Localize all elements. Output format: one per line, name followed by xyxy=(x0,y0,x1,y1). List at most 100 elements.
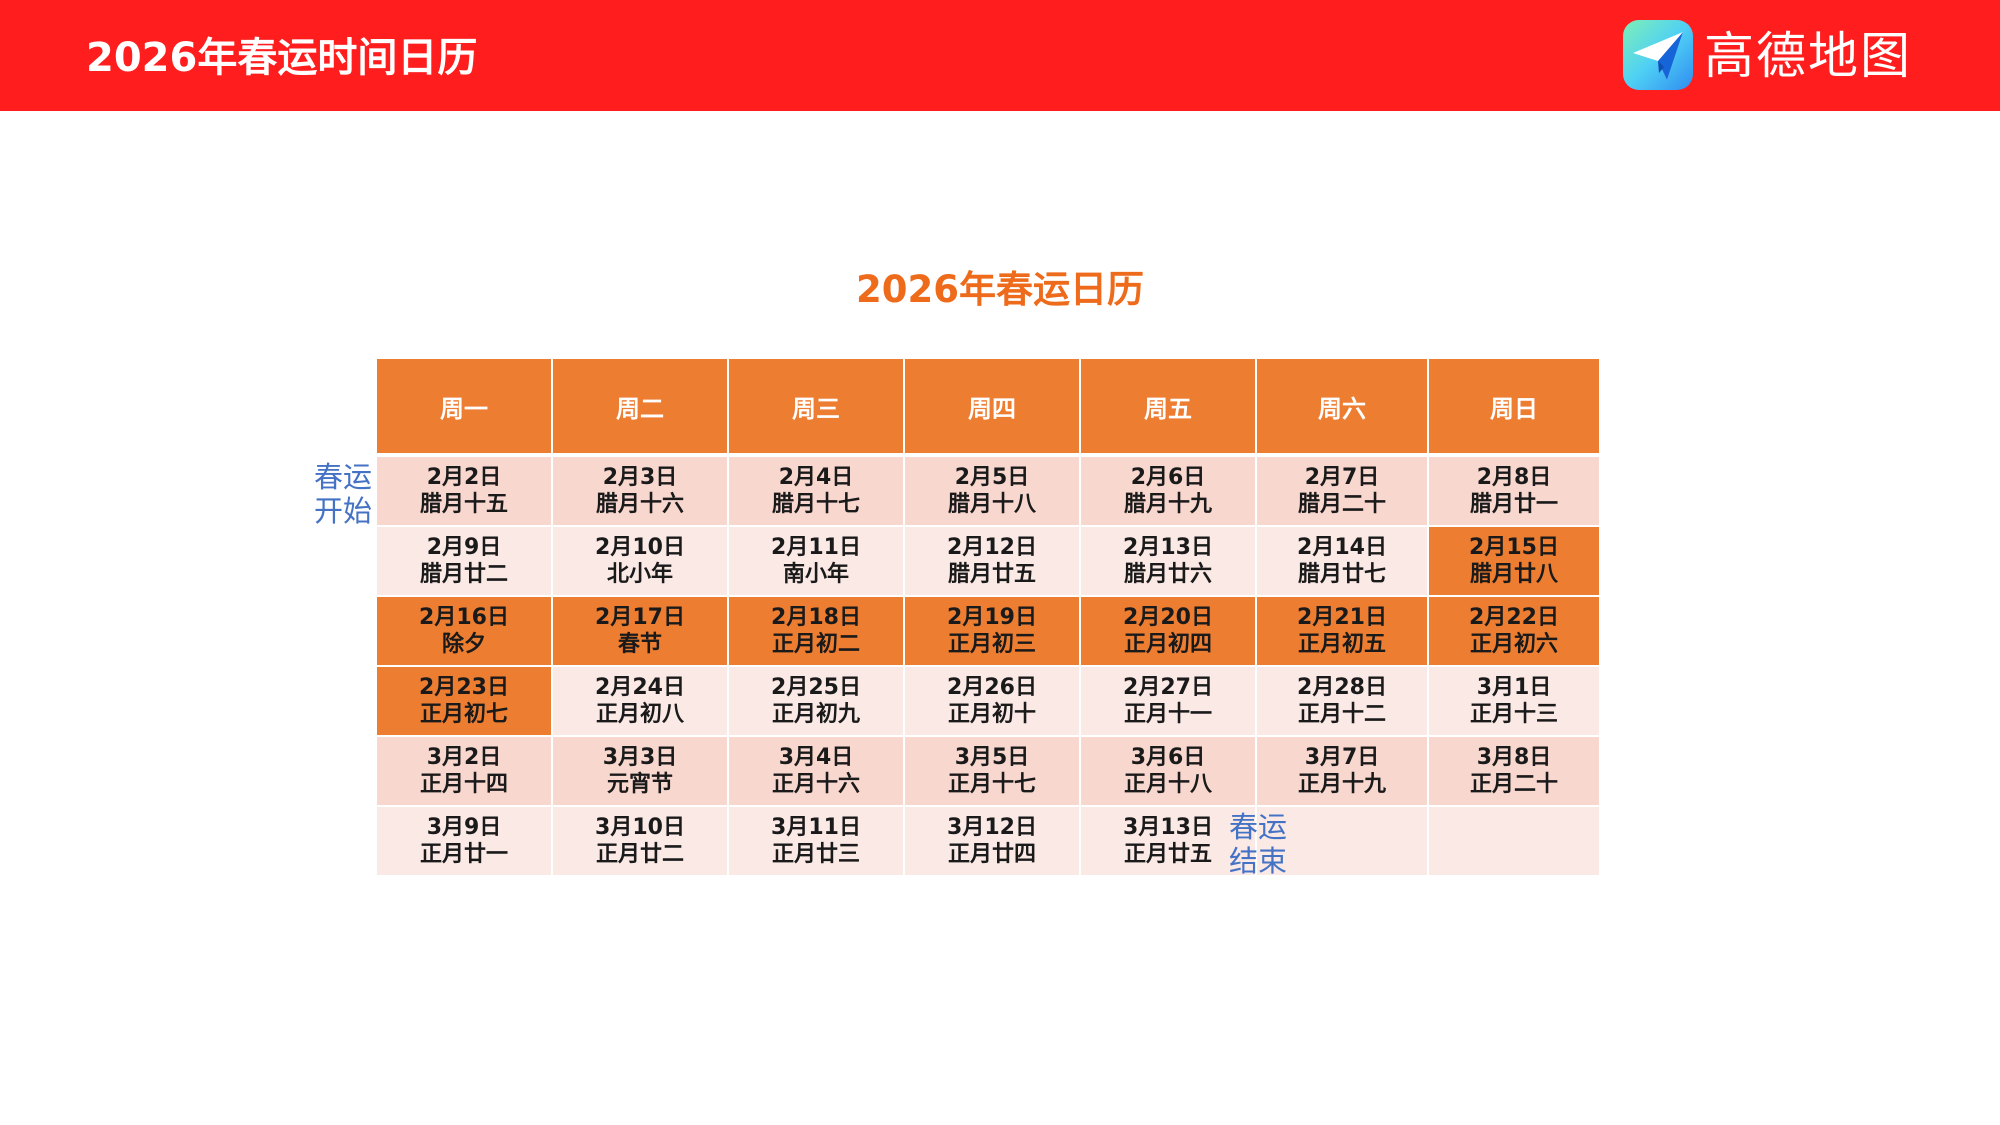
weekday-header-cell: 周五 xyxy=(1081,359,1255,453)
weekday-header-cell: 周一 xyxy=(377,359,551,453)
day-lunar-date: 腊月廿二 xyxy=(419,562,508,587)
day-date: 2月12日 xyxy=(947,535,1037,560)
calendar-week-row: 2月23日 正月初七 2月24日 正月初八 2月25日 正月初九 2月26日 正月初十 2月27… xyxy=(377,667,1599,735)
day-lunar-date: 腊月十八 xyxy=(947,492,1036,517)
day-lunar-date: 正月廿二 xyxy=(595,842,684,867)
calendar-day-cell: 2月20日 正月初四 xyxy=(1081,597,1255,665)
calendar-day-cell: 2月7日 腊月二十 xyxy=(1257,457,1427,525)
day-lunar-date: 腊月廿六 xyxy=(1123,562,1212,587)
day-date: 3月10日 xyxy=(595,815,685,840)
day-lunar-date: 腊月十六 xyxy=(595,492,684,517)
calendar-day-cell xyxy=(1429,807,1599,875)
day-lunar-date: 正月初二 xyxy=(771,632,860,657)
day-date: 3月4日 xyxy=(778,745,854,770)
calendar-day-cell: 3月7日 正月十九 xyxy=(1257,737,1427,805)
calendar-day-cell: 2月25日 正月初九 xyxy=(729,667,903,735)
start-note-line-2: 开始 xyxy=(314,494,373,528)
day-date: 2月23日 xyxy=(419,675,509,700)
day-date: 3月6日 xyxy=(1130,745,1206,770)
day-lunar-date: 元宵节 xyxy=(606,772,673,797)
calendar-week-row: 2月2日 腊月十五 2月3日 腊月十六 2月4日 腊月十七 2月5日 腊月十八 2月6日 腊月十九… xyxy=(377,457,1599,525)
calendar-day-cell: 2月8日 腊月廿一 xyxy=(1429,457,1599,525)
day-date: 2月3日 xyxy=(602,465,678,490)
start-note-line-1: 春运 xyxy=(314,460,373,494)
calendar-day-cell: 3月11日 正月廿三 xyxy=(729,807,903,875)
calendar-day-cell: 2月4日 腊月十七 xyxy=(729,457,903,525)
day-date: 2月2日 xyxy=(426,465,502,490)
day-date: 3月3日 xyxy=(602,745,678,770)
day-lunar-date: 正月廿四 xyxy=(947,842,1036,867)
day-lunar-date: 腊月二十 xyxy=(1297,492,1386,517)
day-lunar-date: 正月十四 xyxy=(419,772,508,797)
day-lunar-date: 腊月十七 xyxy=(771,492,860,517)
calendar-day-cell: 2月22日 正月初六 xyxy=(1429,597,1599,665)
weekday-header-cell: 周四 xyxy=(905,359,1079,453)
day-date: 3月8日 xyxy=(1476,745,1552,770)
weekday-header-cell: 周日 xyxy=(1429,359,1599,453)
day-date: 2月7日 xyxy=(1304,465,1380,490)
day-date: 2月17日 xyxy=(595,605,685,630)
calendar-day-cell: 2月24日 正月初八 xyxy=(553,667,727,735)
day-date: 3月7日 xyxy=(1304,745,1380,770)
calendar-day-cell xyxy=(1257,807,1427,875)
calendar-day-cell: 3月6日 正月十八 xyxy=(1081,737,1255,805)
weekday-header-cell: 周二 xyxy=(553,359,727,453)
calendar-day-cell: 2月15日 腊月廿八 xyxy=(1429,527,1599,595)
day-lunar-date: 腊月十九 xyxy=(1123,492,1212,517)
day-date: 2月6日 xyxy=(1130,465,1206,490)
calendar-day-cell: 3月9日 正月廿一 xyxy=(377,807,551,875)
calendar-day-cell: 3月3日 元宵节 xyxy=(553,737,727,805)
day-lunar-date: 正月廿五 xyxy=(1123,842,1212,867)
calendar-day-cell: 2月14日 腊月廿七 xyxy=(1257,527,1427,595)
calendar-day-cell: 3月13日 正月廿五 xyxy=(1081,807,1255,875)
spring-travel-start-note: 春运 开始 xyxy=(314,460,372,528)
day-lunar-date: 正月廿三 xyxy=(771,842,860,867)
calendar-day-cell: 2月19日 正月初三 xyxy=(905,597,1079,665)
day-date: 2月19日 xyxy=(947,605,1037,630)
day-lunar-date: 正月初九 xyxy=(771,702,860,727)
calendar-day-cell: 3月12日 正月廿四 xyxy=(905,807,1079,875)
day-date: 2月16日 xyxy=(419,605,509,630)
day-date: 2月21日 xyxy=(1297,605,1387,630)
day-date: 2月5日 xyxy=(954,465,1030,490)
calendar-title: 2026年春运日历 xyxy=(856,268,1144,311)
day-date: 2月11日 xyxy=(771,535,861,560)
calendar-day-cell: 2月17日 春节 xyxy=(553,597,727,665)
header-bar: 2026年春运时间日历 高德地图 xyxy=(0,0,2000,111)
day-date: 2月8日 xyxy=(1476,465,1552,490)
day-lunar-date: 正月十三 xyxy=(1469,702,1558,727)
calendar-day-cell: 2月21日 正月初五 xyxy=(1257,597,1427,665)
day-date: 2月10日 xyxy=(595,535,685,560)
day-date: 2月9日 xyxy=(426,535,502,560)
calendar-day-cell: 3月5日 正月十七 xyxy=(905,737,1079,805)
calendar-day-cell: 2月26日 正月初十 xyxy=(905,667,1079,735)
calendar-day-cell: 3月8日 正月二十 xyxy=(1429,737,1599,805)
day-lunar-date: 腊月廿五 xyxy=(947,562,1036,587)
end-note-line-2: 结束 xyxy=(1229,844,1288,878)
day-date: 3月9日 xyxy=(426,815,502,840)
calendar-day-cell: 2月3日 腊月十六 xyxy=(553,457,727,525)
day-lunar-date: 正月初六 xyxy=(1469,632,1558,657)
calendar-week-row: 2月16日 除夕 2月17日 春节 2月18日 正月初二 2月19日 正月初三 2月20日 正月初… xyxy=(377,597,1599,665)
day-date: 2月18日 xyxy=(771,605,861,630)
paper-plane-icon xyxy=(1623,20,1693,90)
day-lunar-date: 除夕 xyxy=(441,632,486,657)
day-date: 3月5日 xyxy=(954,745,1030,770)
day-date: 2月14日 xyxy=(1297,535,1387,560)
day-date: 2月20日 xyxy=(1123,605,1213,630)
calendar-grid: 周一 周二 周三 周四 周五 周六 周日 2月2日 腊月十五 2月3日 腊月十六 2月4日 腊月十七 2… xyxy=(377,359,1599,875)
day-date: 3月2日 xyxy=(426,745,502,770)
day-lunar-date: 正月初五 xyxy=(1297,632,1386,657)
day-lunar-date: 正月初四 xyxy=(1123,632,1212,657)
day-date: 2月24日 xyxy=(595,675,685,700)
calendar-week-row: 3月9日 正月廿一 3月10日 正月廿二 3月11日 正月廿三 3月12日 正月廿四 3月13日… xyxy=(377,807,1599,875)
day-date: 2月27日 xyxy=(1123,675,1213,700)
day-date: 2月25日 xyxy=(771,675,861,700)
day-lunar-date: 南小年 xyxy=(782,562,849,587)
day-lunar-date: 腊月廿七 xyxy=(1297,562,1386,587)
day-lunar-date: 正月十二 xyxy=(1297,702,1386,727)
day-date: 2月4日 xyxy=(778,465,854,490)
day-lunar-date: 正月初三 xyxy=(947,632,1036,657)
spring-travel-end-note: 春运 结束 xyxy=(1229,810,1287,878)
day-lunar-date: 正月十一 xyxy=(1123,702,1212,727)
